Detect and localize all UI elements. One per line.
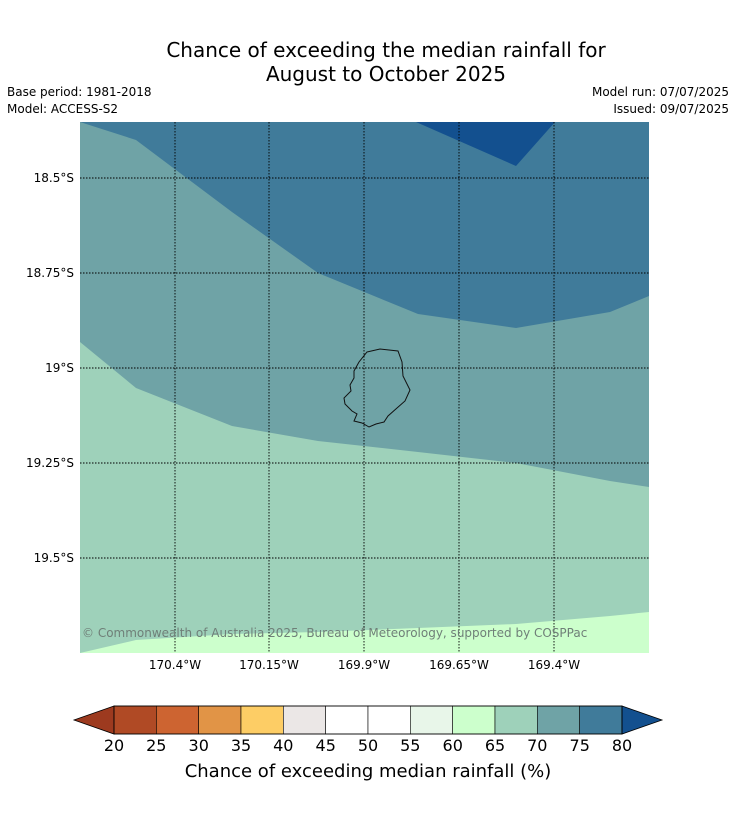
meta-left: Base period: 1981-2018 Model: ACCESS-S2	[7, 84, 152, 118]
lat-label: 18.5°S	[34, 171, 74, 185]
colorbar-segments	[113, 705, 623, 735]
lat-label: 19.25°S	[26, 456, 74, 470]
colorbar-tick: 70	[527, 736, 548, 755]
lat-label: 18.75°S	[26, 266, 74, 280]
lon-axis-labels: 170.4°W 170.15°W 169.9°W 169.65°W 169.4°…	[149, 658, 580, 672]
colorbar-tick: 60	[442, 736, 463, 755]
colorbar-tick: 50	[357, 736, 379, 755]
meta-right: Model run: 07/07/2025 Issued: 09/07/2025	[592, 84, 729, 118]
lat-label: 19.5°S	[34, 551, 74, 565]
colorbar-tick: 30	[188, 736, 209, 755]
colorbar-tick: 25	[146, 736, 167, 755]
colorbar-over-arrow	[621, 705, 664, 735]
lon-label: 169.65°W	[429, 658, 489, 672]
lat-label: 19°S	[45, 361, 74, 375]
map-area	[80, 122, 649, 653]
colorbar-tick: 75	[569, 736, 590, 755]
base-period: Base period: 1981-2018	[7, 85, 152, 99]
band-60-65	[80, 612, 649, 653]
colorbar-tick: 20	[103, 736, 125, 755]
colorbar-segment	[156, 705, 199, 735]
colorbar-tick: 35	[230, 736, 252, 755]
colorbar-segment	[240, 705, 284, 735]
colorbar-tick: 80	[611, 736, 633, 755]
colorbar-segment	[198, 705, 242, 735]
copyright-text: © Commonwealth of Australia 2025, Bureau…	[82, 626, 587, 640]
colorbar-segment	[325, 705, 369, 735]
colorbar-outline	[113, 705, 623, 735]
issued-date: Issued: 09/07/2025	[613, 102, 729, 116]
lon-label: 170.15°W	[239, 658, 299, 672]
colorbar	[72, 705, 664, 735]
island-coastline	[343, 348, 411, 428]
colorbar-segment	[113, 705, 157, 735]
map-title: Chance of exceeding the median rainfall …	[0, 38, 736, 86]
colorbar-segment	[283, 705, 326, 735]
colorbar-segment	[494, 705, 538, 735]
lon-label: 169.9°W	[338, 658, 390, 672]
colorbar-label: Chance of exceeding median rainfall (%)	[184, 761, 552, 782]
colorbar-under-arrow	[72, 705, 115, 735]
colorbar-segment	[367, 705, 411, 735]
model-name: Model: ACCESS-S2	[7, 102, 119, 116]
title-line-1: Chance of exceeding the median rainfall …	[166, 38, 606, 62]
colorbar-tick: 55	[400, 736, 421, 755]
colorbar-tick: 65	[484, 736, 506, 755]
colorbar-segment	[410, 705, 453, 735]
lat-axis-labels: 18.5°S 18.75°S 19°S 19.25°S 19.5°S	[26, 171, 74, 565]
band-65-70	[80, 342, 649, 653]
colorbar-tick: 45	[315, 736, 336, 755]
title-line-2: August to October 2025	[265, 62, 507, 86]
lon-label: 170.4°W	[149, 658, 201, 672]
graticule	[80, 122, 649, 653]
colorbar-segment	[579, 705, 623, 735]
model-run: Model run: 07/07/2025	[591, 85, 729, 99]
colorbar-tick: 40	[273, 736, 294, 755]
lon-label: 169.4°W	[528, 658, 580, 672]
colorbar-segment	[452, 705, 496, 735]
colorbar-segment	[537, 705, 580, 735]
